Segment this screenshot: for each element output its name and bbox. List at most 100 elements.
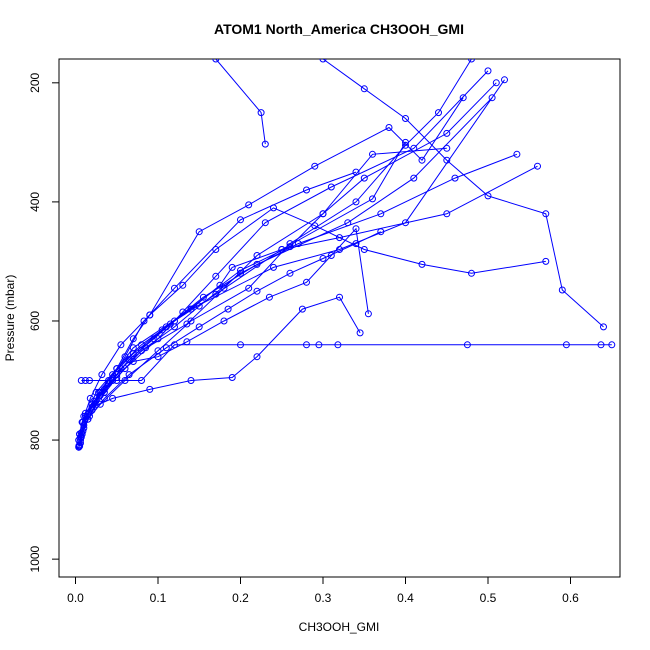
- data-point: [534, 162, 541, 170]
- data-point: [183, 320, 191, 328]
- data-point: [245, 201, 253, 209]
- data-point: [195, 323, 203, 331]
- series-18: [88, 293, 364, 411]
- data-point: [79, 418, 87, 426]
- data-point: [183, 338, 191, 346]
- data-point: [237, 216, 244, 224]
- x-tick-label: 0.4: [397, 591, 414, 605]
- data-point: [336, 293, 343, 301]
- series-line: [78, 97, 464, 441]
- data-point: [98, 371, 106, 379]
- series-8: [75, 94, 496, 450]
- data-point: [360, 246, 368, 253]
- x-tick-label: 0.6: [562, 591, 579, 605]
- data-point: [212, 59, 220, 63]
- data-point: [216, 281, 224, 289]
- data-point: [352, 198, 360, 206]
- data-point: [385, 124, 393, 131]
- x-axis: 0.0 0.1 0.2 0.3 0.4 0.5 0.6: [67, 576, 579, 605]
- data-point: [501, 76, 508, 84]
- data-point: [154, 353, 162, 361]
- series-line: [79, 207, 546, 435]
- data-point: [81, 377, 89, 384]
- data-point: [327, 252, 335, 259]
- series-line: [322, 59, 604, 328]
- data-point: [418, 260, 426, 268]
- data-point: [303, 186, 310, 194]
- series-line: [78, 153, 518, 448]
- data-point: [253, 260, 261, 268]
- data-point: [253, 287, 261, 295]
- data-point: [484, 67, 492, 75]
- data-point: [113, 371, 121, 379]
- series-14: [77, 341, 616, 384]
- y-tick-label: 800: [28, 430, 42, 450]
- y-tick-label: 1000: [28, 545, 42, 572]
- series-line: [79, 59, 472, 447]
- series-line: [80, 70, 489, 438]
- data-point: [303, 341, 310, 349]
- data-point: [96, 388, 104, 396]
- data-point: [356, 329, 364, 337]
- chart-title: ATOM1 North_America CH3OOH_GMI: [214, 21, 464, 37]
- data-point: [294, 240, 302, 248]
- data-point: [270, 263, 277, 271]
- data-point: [237, 269, 244, 277]
- data-point: [319, 255, 327, 262]
- data-point: [418, 156, 426, 164]
- series-3: [76, 79, 500, 450]
- data-point: [195, 302, 203, 310]
- data-point: [237, 341, 244, 349]
- series-15: [212, 59, 269, 148]
- data-point: [377, 228, 385, 236]
- data-point: [608, 341, 616, 349]
- data-point: [162, 344, 170, 352]
- data-point: [77, 377, 85, 384]
- data-point: [360, 85, 368, 93]
- data-point: [327, 183, 335, 191]
- data-point: [311, 222, 319, 230]
- data-point: [562, 341, 570, 349]
- series-line: [116, 227, 369, 375]
- y-axis: 200 400 600 800 1000: [28, 72, 60, 572]
- data-point: [597, 341, 605, 349]
- data-point: [558, 286, 566, 294]
- data-point: [253, 353, 261, 361]
- series-1: [76, 59, 475, 450]
- data-point: [286, 269, 294, 277]
- data-point: [336, 234, 343, 242]
- data-point: [109, 394, 117, 402]
- data-point: [468, 269, 475, 277]
- series-16: [319, 59, 607, 331]
- series-line: [78, 142, 406, 448]
- data-point: [265, 293, 273, 301]
- data-point: [179, 281, 187, 289]
- data-point: [199, 293, 207, 301]
- data-point: [443, 129, 451, 137]
- data-point: [142, 344, 150, 352]
- data-point: [228, 374, 236, 381]
- data-point: [369, 150, 376, 158]
- data-point: [195, 228, 203, 236]
- data-point: [377, 210, 385, 218]
- data-point: [402, 115, 409, 122]
- data-point: [158, 326, 166, 334]
- data-point: [468, 59, 475, 63]
- data-point: [484, 192, 492, 200]
- data-point: [443, 144, 451, 152]
- data-point: [600, 323, 607, 331]
- data-point: [220, 317, 228, 325]
- data-point: [319, 59, 327, 63]
- data-point: [513, 150, 521, 158]
- data-point: [84, 415, 92, 423]
- data-point: [129, 335, 137, 343]
- series-17: [113, 225, 372, 379]
- data-point: [129, 358, 137, 365]
- x-tick-label: 0.0: [67, 591, 84, 605]
- series-line: [80, 231, 382, 441]
- data-point: [75, 443, 83, 451]
- data-point: [542, 210, 550, 218]
- data-point: [315, 341, 323, 349]
- x-axis-label: CH3OOH_GMI: [299, 620, 380, 634]
